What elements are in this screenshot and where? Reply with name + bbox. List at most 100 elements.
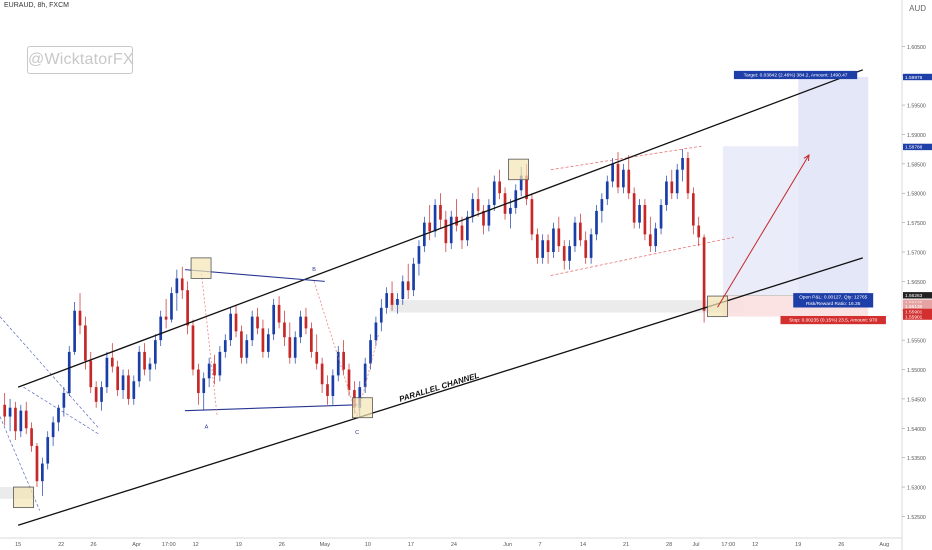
- key-zone-box: [508, 158, 529, 181]
- x-tick-label: 26: [838, 542, 844, 548]
- candle-body: [288, 337, 292, 358]
- price-tag-bg: [903, 313, 932, 320]
- candle-body: [557, 228, 561, 247]
- candle-body: [433, 204, 437, 232]
- candle-body: [266, 334, 270, 352]
- x-tick-label: 26: [279, 542, 285, 548]
- candle-body: [202, 378, 206, 394]
- candle-body: [250, 316, 254, 341]
- candle-body: [584, 240, 588, 258]
- target-zone: [798, 76, 869, 296]
- candle-body: [143, 351, 146, 370]
- price-tag-bg: [903, 143, 932, 151]
- x-tick-label: 17:00: [162, 542, 176, 548]
- x-tick-label: Jun: [503, 542, 512, 548]
- candle-body: [213, 363, 216, 376]
- candle-body: [170, 293, 173, 320]
- wave-label: C: [355, 430, 359, 436]
- candle-body: [627, 169, 631, 194]
- candle-body: [622, 169, 625, 188]
- x-tick-label: 15: [15, 542, 21, 548]
- y-tick-label: 1.60500: [907, 45, 926, 51]
- wave-bc-path: [313, 281, 379, 418]
- candle-body: [379, 307, 383, 323]
- candle-body: [320, 363, 324, 385]
- candle-body: [310, 328, 313, 352]
- x-tick-label: 17:00: [721, 542, 735, 548]
- candle-body: [41, 463, 44, 482]
- x-tick-label: 12: [193, 542, 199, 548]
- candle-body: [401, 281, 405, 300]
- candle-body: [492, 181, 496, 205]
- candle-body: [186, 290, 189, 326]
- candle-body: [643, 204, 647, 235]
- candle-body: [261, 328, 265, 352]
- candle-body: [207, 363, 211, 379]
- candle-body: [691, 193, 695, 226]
- candle-body: [697, 225, 701, 238]
- candle-body: [331, 375, 335, 396]
- candle-body: [30, 428, 33, 446]
- candle-body: [35, 445, 39, 482]
- candle-body: [191, 325, 195, 370]
- x-tick-label: Jul: [693, 542, 700, 548]
- candle-body: [589, 234, 593, 258]
- candle-body: [702, 237, 706, 311]
- candle-body: [670, 181, 674, 194]
- candle-body: [449, 216, 453, 244]
- candle-body: [406, 281, 410, 291]
- x-tick-label: 10: [365, 542, 371, 548]
- candle-body: [24, 410, 28, 429]
- target-label-text: Target: 0.03842 (2.46%) 384.2, Amount: 1…: [744, 72, 848, 78]
- candle-body: [659, 204, 663, 229]
- candle-body: [3, 404, 7, 417]
- candle-body: [84, 325, 87, 361]
- forecast-arrow-line: [717, 154, 810, 308]
- candle-body: [632, 193, 636, 223]
- candle-body: [546, 240, 550, 252]
- candle-body: [654, 228, 658, 247]
- candle-body: [562, 246, 566, 261]
- candle-body: [256, 316, 259, 329]
- candle-body: [509, 207, 512, 214]
- open-pnl-label-text: Risk/Reward Ratio: 16.35: [806, 301, 861, 307]
- candle-body: [132, 381, 136, 399]
- price-tag-text: 1.55901: [905, 310, 923, 316]
- target-zone-shade: [722, 146, 799, 296]
- candle-body: [369, 340, 372, 364]
- chart-title: EURAUD, 8h, FXCM: [4, 2, 69, 9]
- y-tick-label: 1.58000: [907, 192, 926, 198]
- key-zone-box: [13, 486, 34, 509]
- candle-body: [605, 181, 609, 200]
- forecast-arrow-head: [803, 154, 810, 162]
- y-tick-label: 1.56500: [907, 280, 926, 286]
- candle-body: [681, 157, 684, 170]
- candle-body: [487, 204, 491, 226]
- candle-body: [100, 387, 103, 402]
- candle-body: [535, 234, 539, 258]
- wave-a-path: [200, 269, 218, 417]
- y-tick-label: 1.54000: [907, 427, 926, 433]
- candle-body: [89, 360, 93, 388]
- stop-label-bg: [780, 315, 886, 325]
- candle-body: [476, 199, 480, 211]
- candle-body: [595, 210, 598, 235]
- candle-body: [62, 393, 66, 408]
- candle-body: [396, 299, 399, 305]
- candle-body: [223, 340, 227, 352]
- candle-body: [272, 304, 276, 335]
- candle-body: [428, 222, 432, 232]
- candle-body: [374, 322, 378, 341]
- x-tick-label: 7: [538, 542, 541, 548]
- candle-body: [234, 313, 238, 332]
- x-tick-label: May: [320, 542, 331, 548]
- candle-body: [78, 310, 82, 326]
- candle-body: [57, 407, 60, 423]
- y-tick-label: 1.53000: [907, 486, 926, 492]
- candle-body: [105, 357, 109, 388]
- x-tick-label: 21: [623, 542, 629, 548]
- y-tick-label: 1.53500: [907, 456, 926, 462]
- candle-body: [385, 293, 389, 308]
